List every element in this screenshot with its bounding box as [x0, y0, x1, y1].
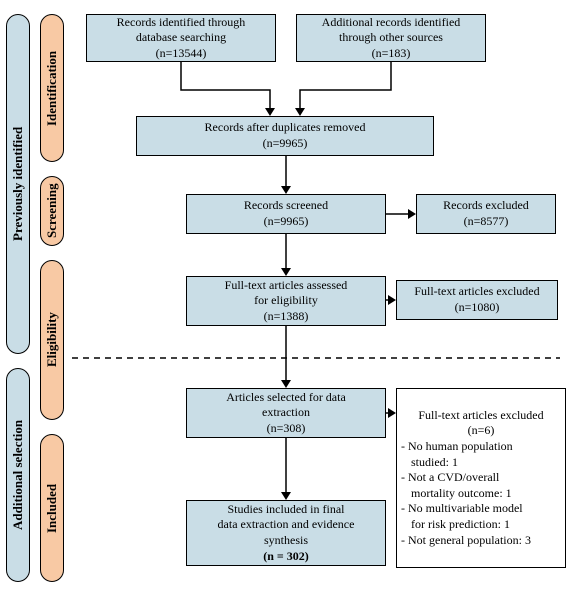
- box-final: Studies included in finaldata extraction…: [186, 500, 386, 566]
- box-excluded3: Full-text articles excluded(n=6)- No hum…: [396, 388, 566, 568]
- box-excluded2: Full-text articles excluded(n=1080): [396, 280, 558, 320]
- box-selected: Articles selected for dataextraction(n=3…: [186, 388, 386, 438]
- stage-additional_selection: Additional selection: [6, 368, 30, 582]
- stage-previously_identified: Previously identified: [6, 14, 30, 354]
- stage-included: Included: [40, 434, 64, 582]
- box-screened: Records screened(n=9965): [186, 194, 386, 234]
- stage-identification: Identification: [40, 14, 64, 162]
- box-other: Additional records identifiedthrough oth…: [296, 14, 486, 62]
- box-dedup: Records after duplicates removed(n=9965): [136, 116, 434, 156]
- box-excluded1: Records excluded(n=8577): [416, 194, 556, 234]
- box-db: Records identified throughdatabase searc…: [86, 14, 276, 62]
- stage-eligibility: Eligibility: [40, 260, 64, 420]
- box-fulltext: Full-text articles assessedfor eligibili…: [186, 276, 386, 326]
- stage-screening: Screening: [40, 176, 64, 246]
